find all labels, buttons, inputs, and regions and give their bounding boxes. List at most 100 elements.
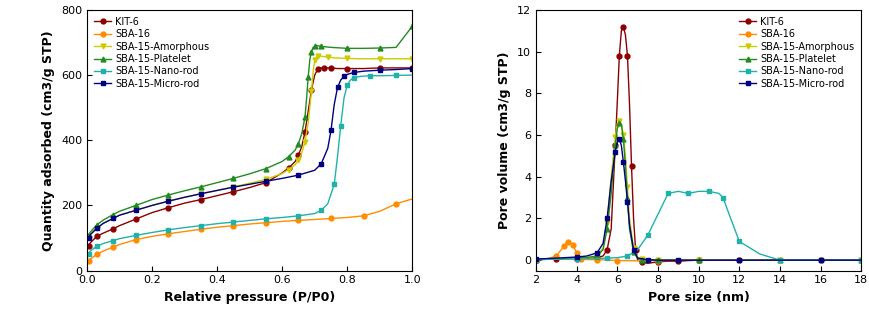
SBA-15-Nano-rod: [550, 257, 561, 261]
SBA-15-Micro-rod: [293, 173, 303, 177]
KIT-6: [83, 244, 94, 248]
SBA-15-Nano-rod: [652, 212, 662, 216]
SBA-15-Platelet: [673, 258, 683, 262]
SBA-16: [562, 240, 573, 244]
SBA-15-Micro-rod: [375, 68, 385, 72]
SBA-15-Platelet: [530, 258, 541, 262]
KIT-6: [179, 201, 189, 205]
KIT-6: [601, 248, 612, 252]
SBA-15-Micro-rod: [632, 256, 642, 260]
SBA-15-Amorphous: [609, 135, 620, 139]
SBA-15-Amorphous: [580, 256, 591, 260]
SBA-15-Platelet: [289, 148, 300, 152]
SBA-15-Micro-rod: [620, 179, 630, 183]
SBA-15-Platelet: [624, 227, 634, 231]
SBA-15-Amorphous: [550, 257, 561, 261]
SBA-15-Micro-rod: [673, 258, 683, 262]
KIT-6: [621, 54, 632, 58]
SBA-15-Amorphous: [733, 258, 744, 262]
KIT-6: [541, 257, 551, 261]
SBA-16: [228, 224, 238, 228]
SBA-15-Amorphous: [83, 236, 94, 240]
SBA-15-Platelet: [618, 137, 628, 141]
SBA-15-Micro-rod: [571, 255, 581, 259]
SBA-16: [530, 258, 541, 262]
SBA-15-Micro-rod: [328, 102, 339, 106]
SBA-16: [855, 258, 866, 262]
KIT-6: [550, 257, 561, 261]
SBA-15-Platelet: [652, 258, 662, 262]
SBA-15-Platelet: [302, 75, 313, 79]
KIT-6: [319, 66, 329, 70]
SBA-15-Platelet: [632, 256, 642, 260]
SBA-15-Amorphous: [309, 58, 320, 62]
SBA-15-Platelet: [91, 223, 102, 227]
Line: SBA-16: SBA-16: [86, 196, 415, 264]
SBA-15-Amorphous: [289, 163, 300, 167]
KIT-6: [276, 171, 287, 175]
SBA-15-Platelet: [642, 258, 653, 262]
SBA-15-Amorphous: [322, 55, 333, 59]
SBA-15-Platelet: [301, 96, 311, 100]
Line: KIT-6: KIT-6: [86, 65, 415, 248]
SBA-15-Nano-rod: [682, 191, 693, 195]
SBA-15-Nano-rod: [835, 258, 846, 262]
SBA-15-Amorphous: [130, 208, 141, 212]
KIT-6: [580, 256, 591, 260]
KIT-6: [85, 241, 96, 245]
SBA-15-Nano-rod: [293, 214, 303, 218]
SBA-15-Amorphous: [614, 119, 624, 123]
SBA-15-Micro-rod: [612, 140, 622, 144]
Y-axis label: Quantity adsorbed (cm3/g STP): Quantity adsorbed (cm3/g STP): [43, 30, 56, 250]
SBA-15-Nano-rod: [713, 191, 723, 195]
SBA-15-Amorphous: [624, 216, 634, 220]
SBA-16: [550, 254, 561, 258]
KIT-6: [358, 67, 368, 71]
SBA-15-Amorphous: [108, 216, 118, 220]
SBA-15-Micro-rod: [261, 179, 271, 183]
Legend: KIT-6, SBA-16, SBA-15-Amorphous, SBA-15-Platelet, SBA-15-Nano-rod, SBA-15-Micro-: KIT-6, SBA-16, SBA-15-Amorphous, SBA-15-…: [736, 15, 855, 91]
SBA-15-Amorphous: [601, 221, 612, 225]
SBA-15-Micro-rod: [615, 144, 626, 148]
SBA-15-Micro-rod: [580, 254, 591, 258]
SBA-15-Nano-rod: [83, 252, 94, 256]
SBA-15-Amorphous: [642, 258, 653, 262]
SBA-15-Micro-rod: [196, 192, 206, 196]
SBA-15-Platelet: [244, 172, 255, 176]
SBA-15-Nano-rod: [328, 182, 339, 186]
SBA-15-Amorphous: [855, 258, 866, 262]
SBA-15-Platelet: [306, 50, 316, 53]
SBA-15-Platelet: [342, 47, 352, 50]
Line: SBA-15-Micro-rod: SBA-15-Micro-rod: [86, 66, 415, 241]
SBA-15-Nano-rod: [601, 256, 612, 260]
SBA-15-Nano-rod: [591, 256, 601, 260]
SBA-16: [325, 216, 335, 220]
SBA-15-Amorphous: [627, 246, 638, 249]
KIT-6: [636, 260, 647, 264]
SBA-15-Nano-rod: [407, 73, 417, 77]
SBA-16: [693, 258, 703, 262]
SBA-15-Micro-rod: [601, 216, 612, 220]
Line: SBA-15-Amorphous: SBA-15-Amorphous: [533, 119, 863, 263]
SBA-15-Amorphous: [313, 53, 323, 57]
SBA-15-Platelet: [296, 132, 307, 136]
SBA-15-Nano-rod: [179, 226, 189, 230]
SBA-15-Platelet: [228, 177, 238, 181]
SBA-15-Nano-rod: [212, 222, 222, 226]
KIT-6: [693, 258, 703, 262]
SBA-15-Amorphous: [293, 158, 303, 162]
SBA-15-Platelet: [733, 258, 744, 262]
KIT-6: [147, 211, 157, 214]
SBA-15-Amorphous: [673, 258, 683, 262]
SBA-15-Micro-rod: [814, 258, 825, 262]
SBA-15-Platelet: [636, 258, 647, 262]
SBA-15-Amorphous: [358, 57, 368, 61]
SBA-16: [309, 217, 320, 221]
SBA-15-Platelet: [612, 127, 622, 131]
SBA-16: [147, 234, 157, 238]
SBA-15-Nano-rod: [309, 212, 320, 215]
SBA-15-Platelet: [196, 185, 206, 189]
SBA-15-Nano-rod: [814, 258, 825, 262]
SBA-15-Platelet: [315, 45, 326, 49]
SBA-15-Platelet: [313, 44, 323, 48]
